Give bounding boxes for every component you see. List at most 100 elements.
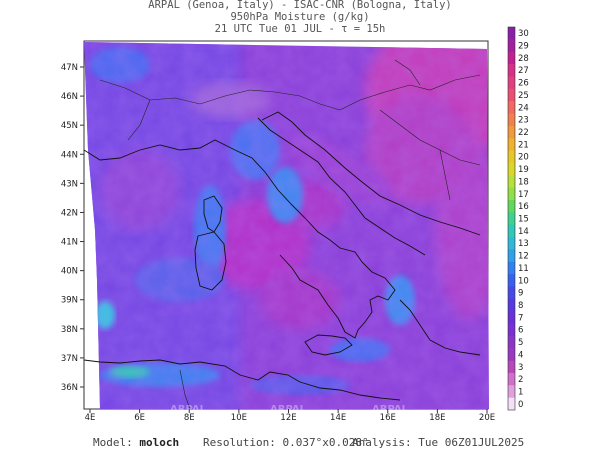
colorbar-swatch — [508, 113, 515, 127]
borders — [99, 59, 481, 410]
colorbar-swatch — [508, 39, 515, 53]
colorbar: 3029282726252423222120191817161514131211… — [507, 26, 529, 411]
colorbar-label: 7 — [518, 313, 523, 323]
resolution-label: Resolution: — [203, 436, 276, 449]
colorbar-swatch — [508, 175, 515, 189]
model-label: Model: — [93, 436, 133, 449]
colorbar-label: 6 — [518, 326, 523, 336]
colorbar-label: 16 — [518, 202, 529, 212]
colorbar-swatch — [508, 335, 515, 349]
colorbar-label: 18 — [518, 177, 529, 187]
colorbar-label: 23 — [518, 116, 529, 126]
lon-tick-label: 16E — [380, 413, 396, 423]
lat-tick-label: 39N — [61, 296, 78, 306]
lat-tick-label: 42N — [61, 208, 78, 218]
watermark: ARPAL — [372, 404, 409, 415]
colorbar-swatch — [508, 76, 515, 90]
colorbar-label: 5 — [518, 338, 523, 348]
colorbar-label: 0 — [518, 400, 523, 410]
colorbar-label: 24 — [518, 103, 529, 113]
lat-tick-label: 37N — [61, 354, 78, 364]
lat-tick-label: 47N — [61, 63, 78, 73]
colorbar-label: 26 — [518, 79, 529, 89]
lon-tick-label: 18E — [429, 413, 445, 423]
header-line-source: ARPAL (Genoa, Italy) - ISAC-CNR (Bologna… — [148, 0, 452, 11]
lat-tick-label: 38N — [61, 325, 78, 335]
longitude-axis: 4E 6E 8E 10E 12E 14E 16E 18E 20E — [85, 409, 495, 423]
colorbar-swatch — [508, 261, 515, 275]
colorbar-frame — [507, 26, 516, 411]
header-line-variable: 950hPa Moisture (g/kg) — [230, 11, 370, 23]
colorbar-swatch — [508, 397, 515, 411]
colorbar-swatch — [508, 385, 515, 399]
colorbar-label: 2 — [518, 375, 523, 385]
lon-tick-label: 14E — [330, 413, 346, 423]
lon-tick-label: 4E — [85, 413, 96, 423]
colorbar-label: 12 — [518, 252, 529, 262]
colorbar-label: 27 — [518, 66, 529, 76]
colorbar-label: 28 — [518, 54, 529, 64]
footer-analysis: Analysis: Tue 06Z01JUL2025 — [352, 436, 524, 449]
colorbar-swatch — [508, 125, 515, 139]
colorbar-label: 13 — [518, 239, 529, 249]
lon-tick-label: 12E — [280, 413, 296, 423]
colorbar-swatch — [508, 27, 515, 40]
colorbar-label: 29 — [518, 42, 529, 52]
colorbar-label: 25 — [518, 91, 529, 101]
lat-tick-label: 36N — [61, 383, 78, 393]
colorbar-swatch — [508, 237, 515, 250]
colorbar-label: 8 — [518, 301, 523, 311]
lat-tick-label: 44N — [61, 150, 78, 160]
lat-tick-label: 43N — [61, 179, 78, 189]
colorbar-swatch — [508, 224, 515, 238]
lat-tick-label: 45N — [61, 121, 78, 131]
analysis-label: Analysis: — [352, 436, 412, 449]
colorbar-label: 21 — [518, 140, 529, 150]
colorbar-label: 17 — [518, 190, 529, 200]
moisture-field — [84, 42, 489, 409]
watermark: ARPAL — [170, 404, 207, 415]
colorbar-label: 9 — [518, 289, 523, 299]
colorbar-swatch — [508, 360, 515, 374]
colorbar-swatch — [508, 187, 515, 201]
colorbar-label: 14 — [518, 227, 529, 237]
colorbar-swatch — [508, 212, 515, 226]
colorbar-swatch — [508, 348, 515, 362]
colorbar-swatch — [508, 101, 515, 114]
colorbar-label: 20 — [518, 153, 529, 163]
colorbar-swatch — [508, 199, 515, 213]
colorbar-swatch — [508, 372, 515, 386]
colorbar-swatch — [508, 249, 515, 263]
colorbar-swatch — [508, 88, 515, 102]
resolution-value: 0.037°x0.028° — [282, 436, 369, 449]
colorbar-label: 1 — [518, 387, 523, 397]
colorbar-swatch — [508, 150, 515, 164]
lat-tick-label: 46N — [61, 92, 78, 102]
lon-tick-label: 10E — [231, 413, 247, 423]
analysis-value: Tue 06Z01JUL2025 — [418, 436, 525, 449]
lat-tick-label: 41N — [61, 238, 78, 248]
colorbar-swatch — [508, 162, 515, 176]
colorbar-label: 10 — [518, 276, 529, 286]
lat-tick-label: 40N — [61, 267, 78, 277]
colorbar-label: 3 — [518, 363, 523, 373]
colorbar-swatch — [508, 64, 515, 77]
colorbar-label: 15 — [518, 215, 529, 225]
lon-tick-label: 20E — [479, 413, 495, 423]
footer-model: Model: moloch — [93, 436, 179, 449]
lon-tick-label: 6E — [134, 413, 145, 423]
colorbar-swatch — [508, 298, 515, 312]
colorbar-label: 11 — [518, 264, 529, 274]
colorbar-swatch — [508, 274, 515, 287]
colorbar-swatch — [508, 286, 515, 300]
colorbar-label: 19 — [518, 165, 529, 175]
colorbar-swatch — [508, 311, 515, 325]
model-value: moloch — [139, 436, 180, 449]
colorbar-label: 22 — [518, 128, 529, 138]
colorbar-swatch — [508, 138, 515, 152]
coastlines — [83, 111, 481, 401]
header-line-time: 21 UTC Tue 01 JUL - τ = 15h — [214, 23, 386, 35]
colorbar-swatch — [508, 51, 515, 65]
colorbar-label: 4 — [518, 350, 523, 360]
